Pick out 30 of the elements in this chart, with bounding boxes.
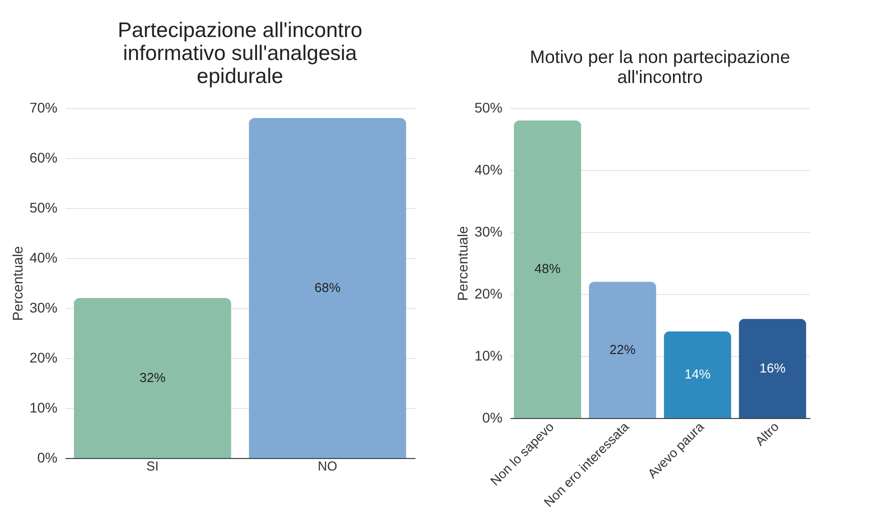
y-tick-label: 70% <box>29 100 58 116</box>
bar <box>664 331 732 418</box>
data-label: 22% <box>609 342 636 357</box>
y-tick-label: 60% <box>29 150 58 166</box>
y-tick-label: 30% <box>474 224 502 240</box>
x-tick-label: SI <box>146 458 159 474</box>
data-label: 14% <box>684 366 711 382</box>
x-tick-label: NO <box>318 458 338 474</box>
bar <box>738 318 806 418</box>
y-tick-label: 50% <box>29 200 58 216</box>
data-label: 48% <box>534 261 561 276</box>
y-tick-label: 10% <box>474 348 502 364</box>
y-tick-label: 30% <box>29 300 58 316</box>
y-tick-label: 50% <box>474 100 502 116</box>
y-tick-label: 20% <box>29 350 58 366</box>
y-axis-title: Percentuale <box>454 226 470 301</box>
chart-title: Motivo per la non partecipazione all'incontro <box>530 47 790 87</box>
y-tick-label: 10% <box>29 400 58 416</box>
data-label: 32% <box>139 370 166 385</box>
y-tick-label: 40% <box>29 250 58 266</box>
y-axis-title: Percentuale <box>9 246 26 321</box>
y-tick-label: 40% <box>474 162 502 178</box>
bar <box>588 282 656 418</box>
data-label: 68% <box>314 280 341 295</box>
chart-title: Partecipazione all'incontro informativo sull'analgesia epidurale <box>118 19 362 88</box>
data-label: 16% <box>759 360 786 376</box>
y-tick-label: 0% <box>37 450 58 466</box>
y-tick-label: 20% <box>474 286 502 302</box>
y-tick-label: 0% <box>482 410 502 426</box>
bar <box>514 120 582 418</box>
